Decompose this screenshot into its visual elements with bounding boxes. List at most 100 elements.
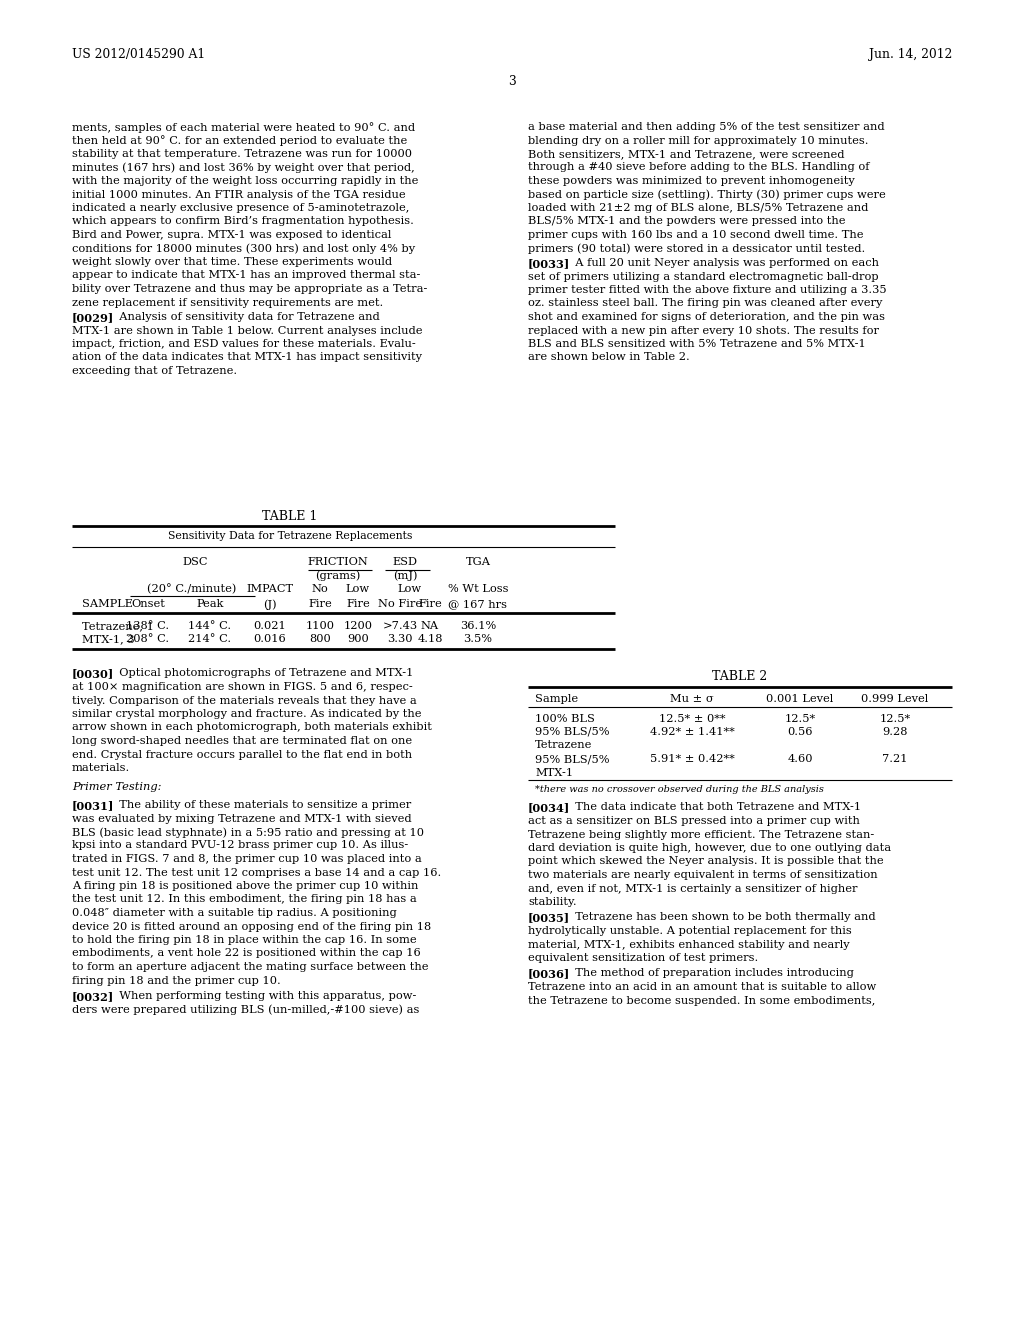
Text: a base material and then adding 5% of the test sensitizer and: a base material and then adding 5% of th… <box>528 121 885 132</box>
Text: Tetrazene, 1: Tetrazene, 1 <box>82 620 154 631</box>
Text: with the majority of the weight loss occurring rapidly in the: with the majority of the weight loss occ… <box>72 176 419 186</box>
Text: conditions for 18000 minutes (300 hrs) and lost only 4% by: conditions for 18000 minutes (300 hrs) a… <box>72 243 415 253</box>
Text: firing pin 18 and the primer cup 10.: firing pin 18 and the primer cup 10. <box>72 975 281 986</box>
Text: [0032]: [0032] <box>72 991 115 1002</box>
Text: Low: Low <box>398 583 422 594</box>
Text: oz. stainless steel ball. The firing pin was cleaned after every: oz. stainless steel ball. The firing pin… <box>528 298 883 309</box>
Text: >7.43: >7.43 <box>382 620 418 631</box>
Text: (mJ): (mJ) <box>393 570 417 581</box>
Text: [0034]: [0034] <box>528 803 570 813</box>
Text: ders were prepared utilizing BLS (un-milled,-#100 sieve) as: ders were prepared utilizing BLS (un-mil… <box>72 1005 420 1015</box>
Text: Analysis of sensitivity data for Tetrazene and: Analysis of sensitivity data for Tetraze… <box>112 312 380 322</box>
Text: 3.30: 3.30 <box>387 635 413 644</box>
Text: Tetrazene: Tetrazene <box>535 741 592 751</box>
Text: 95% BLS/5%: 95% BLS/5% <box>535 727 609 737</box>
Text: The data indicate that both Tetrazene and MTX-1: The data indicate that both Tetrazene an… <box>568 803 861 813</box>
Text: device 20 is fitted around an opposing end of the firing pin 18: device 20 is fitted around an opposing e… <box>72 921 431 932</box>
Text: 208° C.: 208° C. <box>126 635 170 644</box>
Text: DSC: DSC <box>182 557 208 568</box>
Text: (20° C./minute): (20° C./minute) <box>147 583 237 594</box>
Text: The method of preparation includes introducing: The method of preparation includes intro… <box>568 969 854 978</box>
Text: Fire: Fire <box>346 599 370 609</box>
Text: A full 20 unit Neyer analysis was performed on each: A full 20 unit Neyer analysis was perfor… <box>568 257 879 268</box>
Text: The ability of these materials to sensitize a primer: The ability of these materials to sensit… <box>112 800 412 810</box>
Text: 100% BLS: 100% BLS <box>535 714 595 723</box>
Text: Peak: Peak <box>197 599 223 609</box>
Text: *there was no crossover observed during the BLS analysis: *there was no crossover observed during … <box>535 784 824 793</box>
Text: primer tester fitted with the above fixture and utilizing a 3.35: primer tester fitted with the above fixt… <box>528 285 887 294</box>
Text: act as a sensitizer on BLS pressed into a primer cup with: act as a sensitizer on BLS pressed into … <box>528 816 860 826</box>
Text: Tetrazene being slightly more efficient. The Tetrazene stan-: Tetrazene being slightly more efficient.… <box>528 829 874 840</box>
Text: Primer Testing:: Primer Testing: <box>72 783 162 792</box>
Text: Bird and Power, supra. MTX-1 was exposed to identical: Bird and Power, supra. MTX-1 was exposed… <box>72 230 391 240</box>
Text: blending dry on a roller mill for approximately 10 minutes.: blending dry on a roller mill for approx… <box>528 136 868 145</box>
Text: (grams): (grams) <box>315 570 360 581</box>
Text: 12.5*: 12.5* <box>880 714 910 723</box>
Text: dard deviation is quite high, however, due to one outlying data: dard deviation is quite high, however, d… <box>528 843 891 853</box>
Text: bility over Tetrazene and thus may be appropriate as a Tetra-: bility over Tetrazene and thus may be ap… <box>72 284 427 294</box>
Text: equivalent sensitization of test primers.: equivalent sensitization of test primers… <box>528 953 758 964</box>
Text: shot and examined for signs of deterioration, and the pin was: shot and examined for signs of deteriora… <box>528 312 885 322</box>
Text: 36.1%: 36.1% <box>460 620 496 631</box>
Text: IMPACT: IMPACT <box>247 583 294 594</box>
Text: 4.18: 4.18 <box>417 635 442 644</box>
Text: 7.21: 7.21 <box>883 754 907 764</box>
Text: BLS (basic lead styphnate) in a 5:95 ratio and pressing at 10: BLS (basic lead styphnate) in a 5:95 rat… <box>72 828 424 838</box>
Text: ESD: ESD <box>392 557 418 568</box>
Text: two materials are nearly equivalent in terms of sensitization: two materials are nearly equivalent in t… <box>528 870 878 880</box>
Text: the Tetrazene to become suspended. In some embodiments,: the Tetrazene to become suspended. In so… <box>528 995 876 1006</box>
Text: 3.5%: 3.5% <box>464 635 493 644</box>
Text: 900: 900 <box>347 635 369 644</box>
Text: Onset: Onset <box>131 599 165 609</box>
Text: US 2012/0145290 A1: US 2012/0145290 A1 <box>72 48 205 61</box>
Text: Optical photomicrographs of Tetrazene and MTX-1: Optical photomicrographs of Tetrazene an… <box>112 668 414 678</box>
Text: 12.5*: 12.5* <box>784 714 815 723</box>
Text: 800: 800 <box>309 635 331 644</box>
Text: embodiments, a vent hole 22 is positioned within the cap 16: embodiments, a vent hole 22 is positione… <box>72 949 421 958</box>
Text: tively. Comparison of the materials reveals that they have a: tively. Comparison of the materials reve… <box>72 696 417 705</box>
Text: similar crystal morphology and fracture. As indicated by the: similar crystal morphology and fracture.… <box>72 709 422 719</box>
Text: and, even if not, MTX-1 is certainly a sensitizer of higher: and, even if not, MTX-1 is certainly a s… <box>528 883 857 894</box>
Text: long sword-shaped needles that are terminated flat on one: long sword-shaped needles that are termi… <box>72 737 412 746</box>
Text: through a #40 sieve before adding to the BLS. Handling of: through a #40 sieve before adding to the… <box>528 162 869 173</box>
Text: based on particle size (settling). Thirty (30) primer cups were: based on particle size (settling). Thirt… <box>528 190 886 201</box>
Text: 9.28: 9.28 <box>883 727 907 737</box>
Text: arrow shown in each photomicrograph, both materials exhibit: arrow shown in each photomicrograph, bot… <box>72 722 432 733</box>
Text: weight slowly over that time. These experiments would: weight slowly over that time. These expe… <box>72 257 392 267</box>
Text: (J): (J) <box>263 599 276 610</box>
Text: point which skewed the Neyer analysis. It is possible that the: point which skewed the Neyer analysis. I… <box>528 857 884 866</box>
Text: initial 1000 minutes. An FTIR analysis of the TGA residue: initial 1000 minutes. An FTIR analysis o… <box>72 190 406 199</box>
Text: hydrolytically unstable. A potential replacement for this: hydrolytically unstable. A potential rep… <box>528 927 852 936</box>
Text: Sensitivity Data for Tetrazene Replacements: Sensitivity Data for Tetrazene Replaceme… <box>168 531 413 541</box>
Text: 0.001 Level: 0.001 Level <box>766 693 834 704</box>
Text: which appears to confirm Bird’s fragmentation hypothesis.: which appears to confirm Bird’s fragment… <box>72 216 414 227</box>
Text: to form an aperture adjacent the mating surface between the: to form an aperture adjacent the mating … <box>72 962 428 972</box>
Text: zene replacement if sensitivity requirements are met.: zene replacement if sensitivity requirem… <box>72 297 383 308</box>
Text: Fire: Fire <box>418 599 442 609</box>
Text: [0030]: [0030] <box>72 668 115 680</box>
Text: 1200: 1200 <box>343 620 373 631</box>
Text: at 100× magnification are shown in FIGS. 5 and 6, respec-: at 100× magnification are shown in FIGS.… <box>72 682 413 692</box>
Text: appear to indicate that MTX-1 has an improved thermal sta-: appear to indicate that MTX-1 has an imp… <box>72 271 421 281</box>
Text: 0.999 Level: 0.999 Level <box>861 693 929 704</box>
Text: 0.56: 0.56 <box>787 727 813 737</box>
Text: [0035]: [0035] <box>528 912 570 924</box>
Text: TGA: TGA <box>466 557 490 568</box>
Text: ation of the data indicates that MTX-1 has impact sensitivity: ation of the data indicates that MTX-1 h… <box>72 352 422 363</box>
Text: trated in FIGS. 7 and 8, the primer cup 10 was placed into a: trated in FIGS. 7 and 8, the primer cup … <box>72 854 422 865</box>
Text: then held at 90° C. for an extended period to evaluate the: then held at 90° C. for an extended peri… <box>72 136 408 147</box>
Text: MTX-1: MTX-1 <box>535 767 573 777</box>
Text: 5.91* ± 0.42**: 5.91* ± 0.42** <box>649 754 734 764</box>
Text: [0029]: [0029] <box>72 312 115 323</box>
Text: material, MTX-1, exhibits enhanced stability and nearly: material, MTX-1, exhibits enhanced stabi… <box>528 940 850 949</box>
Text: are shown below in Table 2.: are shown below in Table 2. <box>528 352 690 363</box>
Text: 1100: 1100 <box>305 620 335 631</box>
Text: primer cups with 160 lbs and a 10 second dwell time. The: primer cups with 160 lbs and a 10 second… <box>528 230 863 240</box>
Text: 12.5* ± 0**: 12.5* ± 0** <box>658 714 725 723</box>
Text: 95% BLS/5%: 95% BLS/5% <box>535 754 609 764</box>
Text: materials.: materials. <box>72 763 130 774</box>
Text: TABLE 2: TABLE 2 <box>713 671 768 684</box>
Text: 214° C.: 214° C. <box>188 635 231 644</box>
Text: Mu ± σ: Mu ± σ <box>670 693 714 704</box>
Text: to hold the firing pin 18 in place within the cap 16. In some: to hold the firing pin 18 in place withi… <box>72 935 417 945</box>
